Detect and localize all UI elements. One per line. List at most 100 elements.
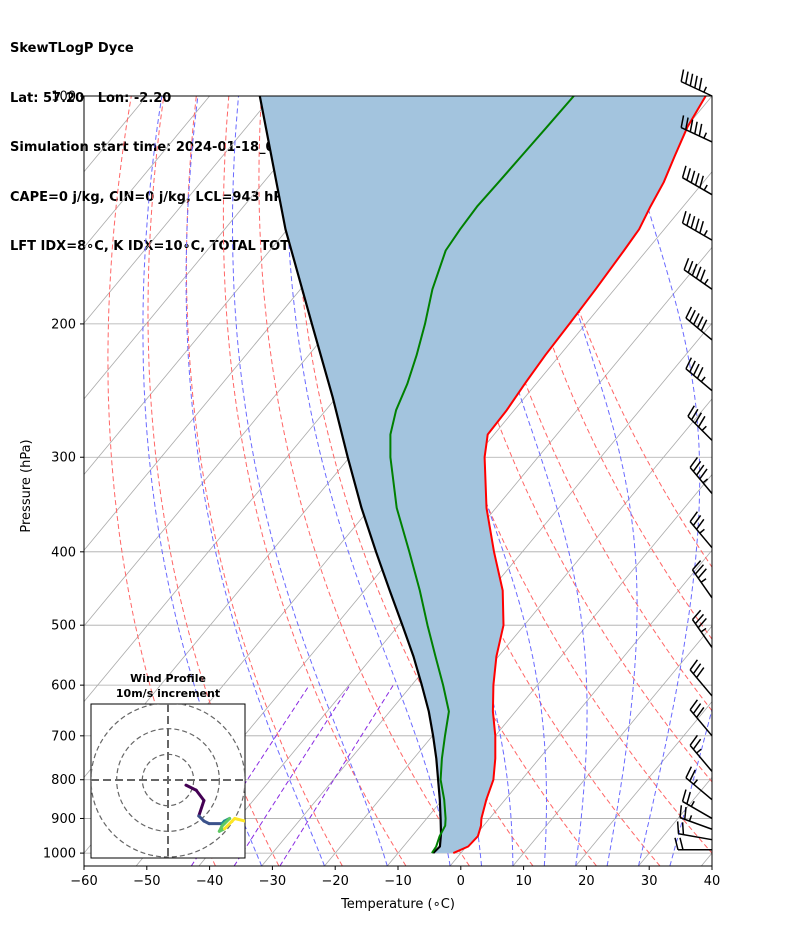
wind-barb-flag <box>694 121 698 135</box>
x-tick-label: −20 <box>321 874 348 889</box>
wind-barb-flag <box>695 706 705 718</box>
y-tick-label: 300 <box>51 451 76 466</box>
hodograph-inset: Wind Profile 10m/s increment <box>90 672 246 859</box>
hodograph-subtitle: 10m/s increment <box>116 687 220 700</box>
wind-barb <box>681 789 713 820</box>
wind-barb-half-flag <box>688 815 693 822</box>
wind-barb-flag <box>681 789 687 802</box>
wind-barb-flag <box>686 791 692 805</box>
wind-barb-flag <box>684 806 687 820</box>
wind-barb-half-flag <box>699 528 705 534</box>
wind-barb <box>689 699 713 737</box>
wind-barb-flag <box>697 415 706 428</box>
wind-barb-flag <box>689 769 696 782</box>
moist-adiabat <box>524 96 638 866</box>
wind-barb <box>685 306 713 341</box>
wind-barb-flag <box>692 663 702 675</box>
wind-barb <box>681 211 713 241</box>
hodograph-segment <box>194 788 206 803</box>
wind-barb-flag <box>683 257 690 271</box>
wind-barb-half-flag <box>700 376 706 383</box>
dry-adiabat <box>258 96 470 866</box>
x-axis-title: Temperature (∘C) <box>340 897 455 912</box>
wind-barb-flag <box>685 766 693 779</box>
wind-barb-flag <box>695 667 705 678</box>
isotherm-line <box>198 246 712 866</box>
wind-barb-flag <box>695 464 705 476</box>
wind-barb-flag <box>689 309 696 322</box>
wind-barb-flag <box>698 123 703 137</box>
wind-barb-flag <box>699 468 708 480</box>
wind-barb-flag <box>692 515 702 526</box>
wind-barb-staff <box>687 415 713 441</box>
moist-adiabat <box>453 96 588 866</box>
wind-barb <box>685 766 713 801</box>
wind-barb-flag <box>684 71 689 84</box>
wind-barb-flag <box>694 173 700 186</box>
station-location: Lat: 57.20 Lon: -2.20 <box>10 90 172 106</box>
y-tick-label: 900 <box>51 812 76 827</box>
wind-barb-flag <box>690 408 699 421</box>
wind-barb <box>679 805 713 830</box>
wind-barb-flag <box>694 613 705 625</box>
wind-barb-flag <box>689 119 694 132</box>
wind-barb-flag <box>679 805 683 818</box>
wind-barb-flag <box>697 568 707 579</box>
wind-barb-flag <box>686 168 692 181</box>
dry-adiabat <box>185 96 343 866</box>
y-tick-label: 200 <box>51 317 76 332</box>
wind-barb-staff <box>685 368 713 392</box>
isotherm-line <box>638 776 712 866</box>
y-tick-label: 600 <box>51 679 76 694</box>
wind-barb-flag <box>689 734 699 746</box>
wind-barb-flag <box>681 165 687 178</box>
wind-barb-staff <box>689 669 713 697</box>
wind-barb-flag <box>698 77 703 91</box>
wind-barb-flag <box>692 703 702 715</box>
x-tick-label: 10 <box>515 874 532 889</box>
wind-barb-flag <box>697 617 707 629</box>
wind-barb <box>691 609 713 648</box>
wind-barb-flag <box>692 460 702 472</box>
wind-barb <box>689 734 713 772</box>
wind-barb-half-flag <box>693 779 699 785</box>
wind-barb-staff <box>680 80 713 97</box>
wind-barb-flag <box>685 357 693 370</box>
wind-barb-flag <box>690 170 696 183</box>
wind-barb-half-flag <box>703 230 708 236</box>
wind-barb <box>681 165 713 196</box>
x-tick-label: 30 <box>641 874 658 889</box>
wind-barb-flag <box>694 564 705 575</box>
wind-barb-staff <box>691 569 713 599</box>
y-tick-label: 1000 <box>43 847 76 862</box>
y-tick-label: 800 <box>51 773 76 788</box>
wind-barb-flag <box>694 75 698 89</box>
wind-barb-flag <box>687 260 694 273</box>
wind-barb-flag <box>699 269 706 282</box>
wind-barb <box>689 511 713 549</box>
wind-barb-half-flag <box>702 478 709 484</box>
wind-barb-flag <box>681 822 685 835</box>
hodograph-segment <box>222 819 234 831</box>
wind-barb-half-flag <box>700 627 707 633</box>
x-tick-label: 40 <box>704 874 721 889</box>
wind-barb <box>680 69 713 97</box>
wind-barb-staff <box>683 269 713 290</box>
wind-barb-flag <box>686 213 692 226</box>
wind-barb-flag <box>687 405 695 417</box>
hodograph-title: Wind Profile <box>130 672 206 685</box>
dry-adiabat <box>292 96 534 866</box>
x-tick-label: 20 <box>578 874 595 889</box>
moist-adiabat <box>232 96 388 866</box>
hodograph-segment <box>184 783 198 792</box>
wind-barb <box>680 115 713 143</box>
y-tick-label: 400 <box>51 545 76 560</box>
wind-barb-staff <box>689 466 713 494</box>
wind-barb-flag <box>689 511 699 523</box>
wind-barb-flag <box>689 659 699 671</box>
x-tick-label: 0 <box>457 874 465 889</box>
wind-barb-flag <box>695 266 702 279</box>
hodograph-segment <box>197 799 206 818</box>
wind-barb-flag <box>699 175 704 188</box>
